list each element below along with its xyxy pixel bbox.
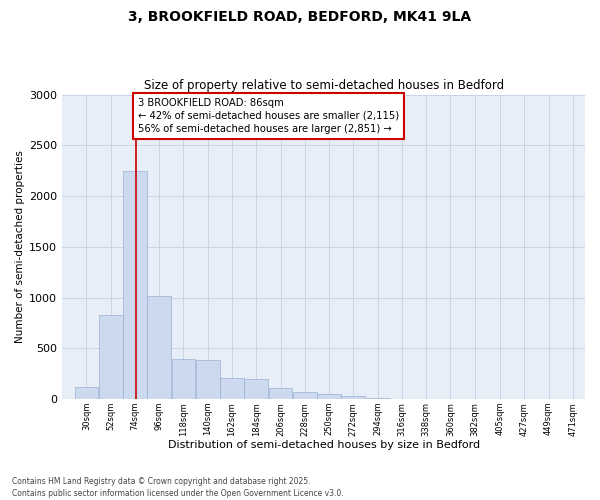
- Bar: [220, 378, 244, 399]
- Bar: [123, 170, 147, 399]
- Text: 3, BROOKFIELD ROAD, BEDFORD, MK41 9LA: 3, BROOKFIELD ROAD, BEDFORD, MK41 9LA: [128, 10, 472, 24]
- Text: Contains HM Land Registry data © Crown copyright and database right 2025.
Contai: Contains HM Land Registry data © Crown c…: [12, 476, 344, 498]
- Bar: [293, 392, 317, 399]
- Bar: [366, 398, 389, 399]
- Bar: [74, 387, 98, 399]
- Bar: [390, 398, 414, 399]
- Bar: [244, 380, 268, 399]
- Bar: [341, 396, 365, 399]
- Title: Size of property relative to semi-detached houses in Bedford: Size of property relative to semi-detach…: [143, 79, 503, 92]
- Bar: [317, 394, 341, 399]
- Text: 3 BROOKFIELD ROAD: 86sqm
← 42% of semi-detached houses are smaller (2,115)
56% o: 3 BROOKFIELD ROAD: 86sqm ← 42% of semi-d…: [138, 98, 400, 134]
- Bar: [148, 296, 171, 399]
- Bar: [269, 388, 292, 399]
- X-axis label: Distribution of semi-detached houses by size in Bedford: Distribution of semi-detached houses by …: [167, 440, 479, 450]
- Bar: [172, 360, 196, 399]
- Bar: [99, 315, 122, 399]
- Bar: [196, 360, 220, 399]
- Y-axis label: Number of semi-detached properties: Number of semi-detached properties: [15, 150, 25, 343]
